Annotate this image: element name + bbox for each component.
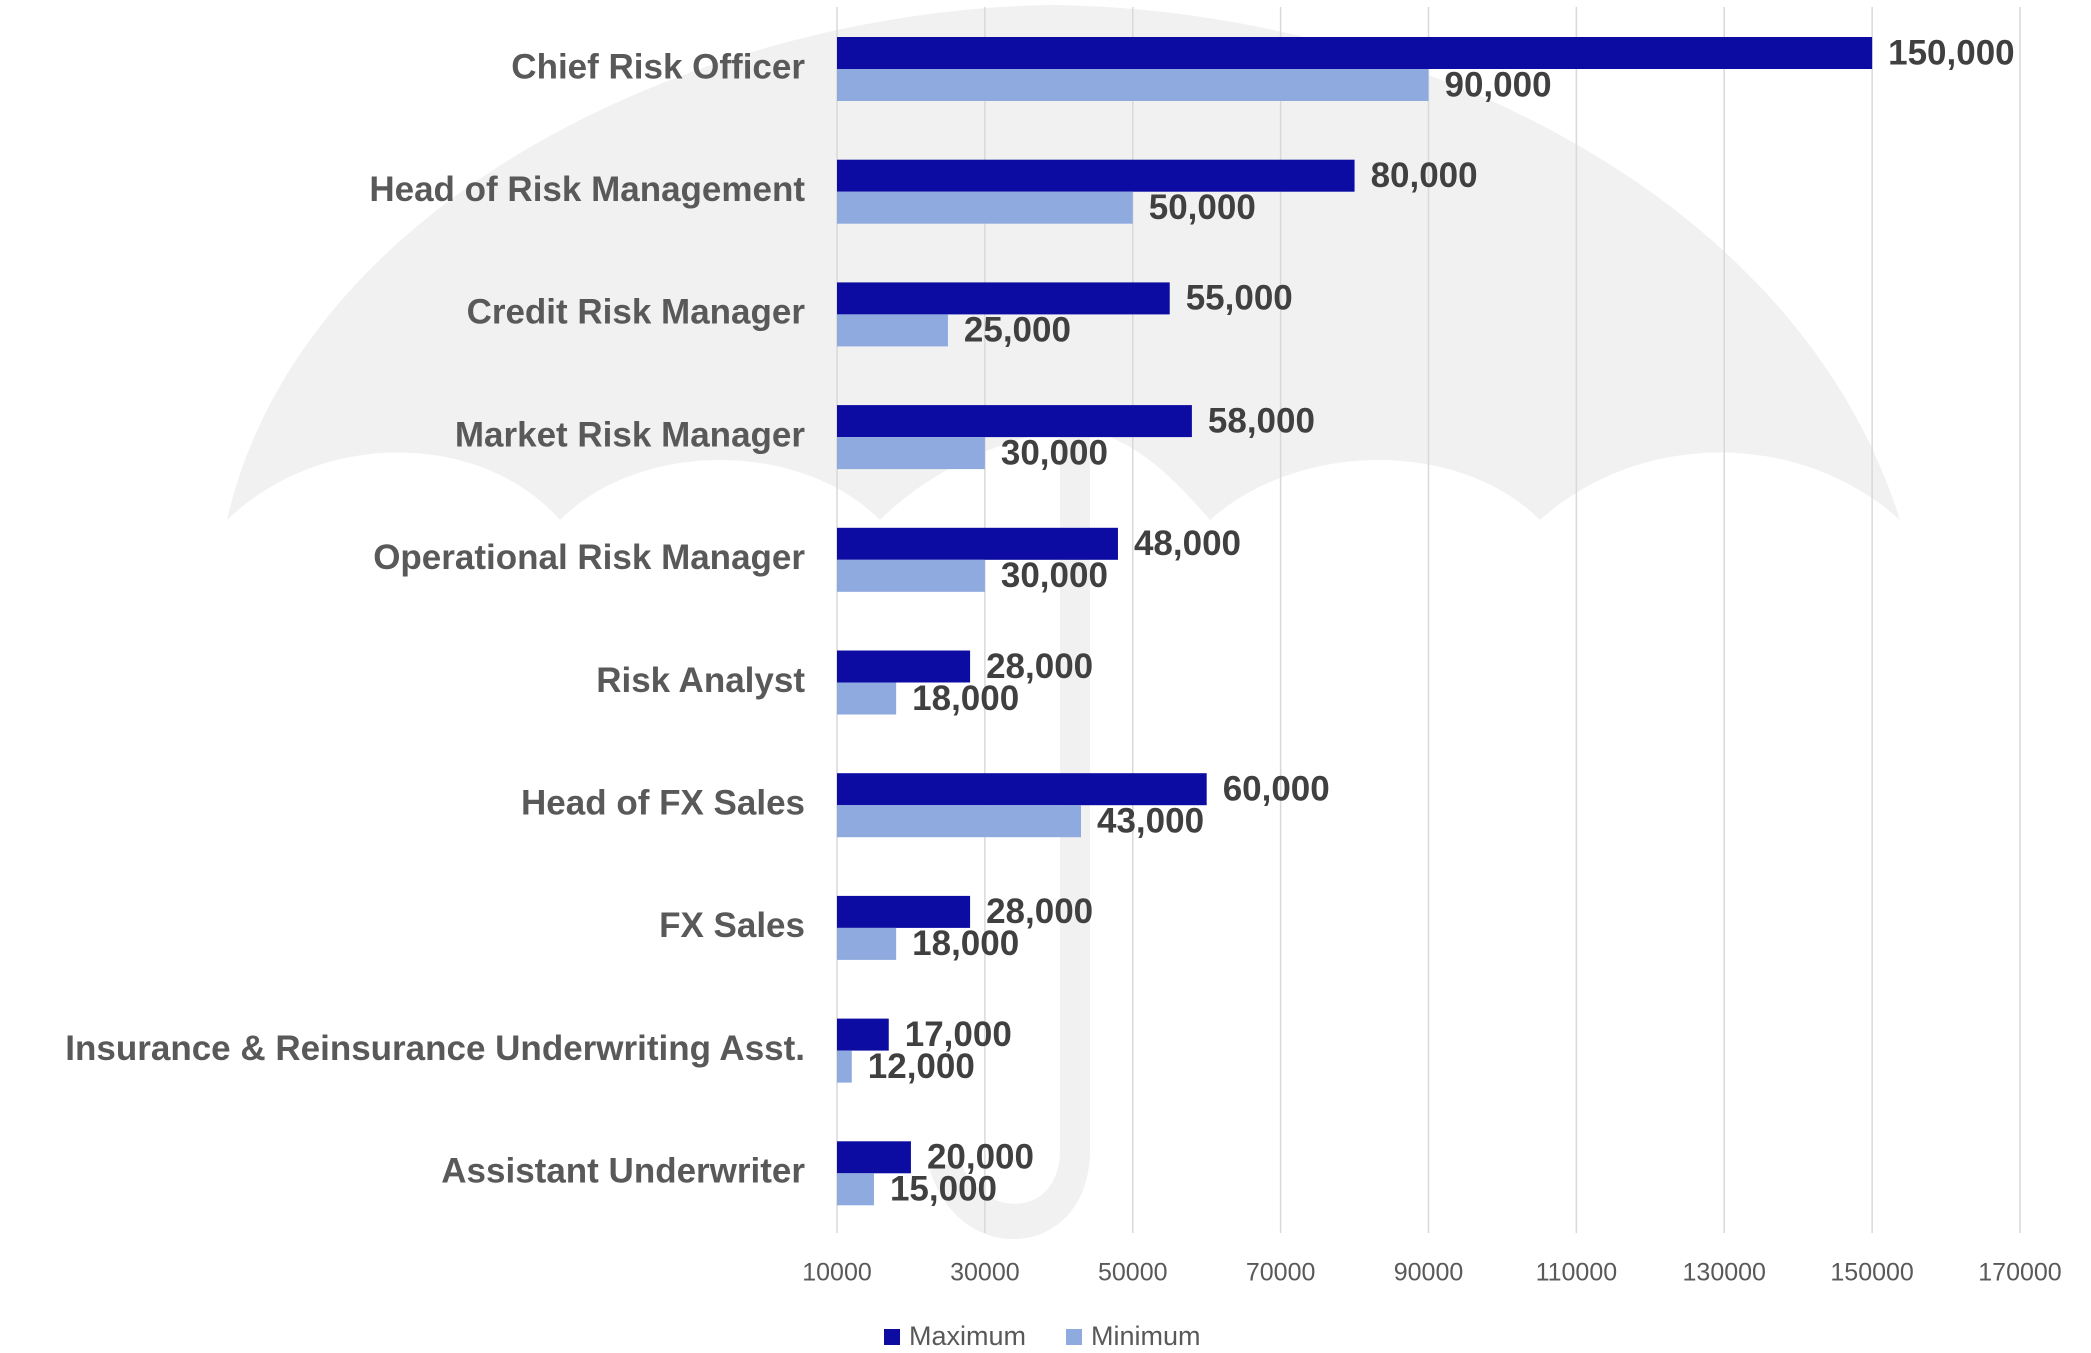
bar — [837, 1019, 889, 1051]
bar — [837, 805, 1081, 837]
bar — [837, 37, 1872, 69]
bar — [837, 1051, 852, 1083]
bar — [837, 651, 970, 683]
bar — [837, 192, 1133, 224]
x-tick-label: 130000 — [1683, 1259, 1766, 1287]
bar — [837, 528, 1118, 560]
value-label: 50,000 — [1149, 188, 1256, 227]
category-label: Risk Analyst — [596, 661, 805, 700]
category-label: Insurance & Reinsurance Underwriting Ass… — [65, 1029, 805, 1068]
category-label: Assistant Underwriter — [441, 1152, 805, 1191]
bar — [837, 928, 896, 960]
value-label: 80,000 — [1371, 156, 1478, 195]
value-label: 30,000 — [1001, 433, 1108, 472]
value-label: 18,000 — [912, 924, 1019, 963]
category-label: Operational Risk Manager — [373, 538, 805, 577]
legend-swatch — [1066, 1329, 1082, 1345]
value-label: 58,000 — [1208, 401, 1315, 440]
bar — [837, 69, 1429, 101]
category-label: FX Sales — [659, 906, 805, 945]
bar — [837, 773, 1207, 805]
x-tick-label: 70000 — [1246, 1259, 1316, 1287]
value-label: 48,000 — [1134, 524, 1241, 563]
value-label: 90,000 — [1445, 65, 1552, 104]
bar — [837, 282, 1170, 314]
legend-label: Maximum — [909, 1321, 1026, 1351]
value-label: 30,000 — [1001, 556, 1108, 595]
value-label: 15,000 — [890, 1170, 997, 1209]
x-tick-label: 10000 — [802, 1259, 872, 1287]
bar — [837, 160, 1355, 192]
bar — [837, 1141, 911, 1173]
category-label: Head of FX Sales — [521, 783, 805, 822]
legend-swatch — [884, 1329, 900, 1345]
bar — [837, 560, 985, 592]
chart: 10000 30000 50000 70000 90000 110000 130000 150… — [0, 0, 2091, 1353]
value-label: 150,000 — [1888, 33, 2015, 72]
x-tick-label: 30000 — [950, 1259, 1020, 1287]
value-label: 18,000 — [912, 679, 1019, 718]
value-label: 43,000 — [1097, 801, 1204, 840]
bar — [837, 405, 1192, 437]
legend-label: Minimum — [1091, 1321, 1201, 1351]
bar — [837, 896, 970, 928]
x-tick-label: 170000 — [1978, 1259, 2061, 1287]
bar — [837, 437, 985, 469]
category-label: Head of Risk Management — [369, 170, 805, 209]
value-label: 60,000 — [1223, 769, 1330, 808]
bar — [837, 683, 896, 715]
value-label: 12,000 — [868, 1047, 975, 1086]
x-tick-label: 150000 — [1830, 1259, 1913, 1287]
bar — [837, 1173, 874, 1205]
x-tick-label: 110000 — [1536, 1259, 1618, 1287]
value-label: 55,000 — [1186, 279, 1293, 318]
category-label: Chief Risk Officer — [511, 47, 805, 86]
bar — [837, 314, 948, 346]
x-tick-label: 90000 — [1394, 1259, 1464, 1287]
category-label: Market Risk Manager — [455, 415, 806, 454]
value-label: 25,000 — [964, 311, 1071, 350]
category-label: Credit Risk Manager — [467, 293, 806, 332]
x-tick-label: 50000 — [1098, 1259, 1168, 1287]
